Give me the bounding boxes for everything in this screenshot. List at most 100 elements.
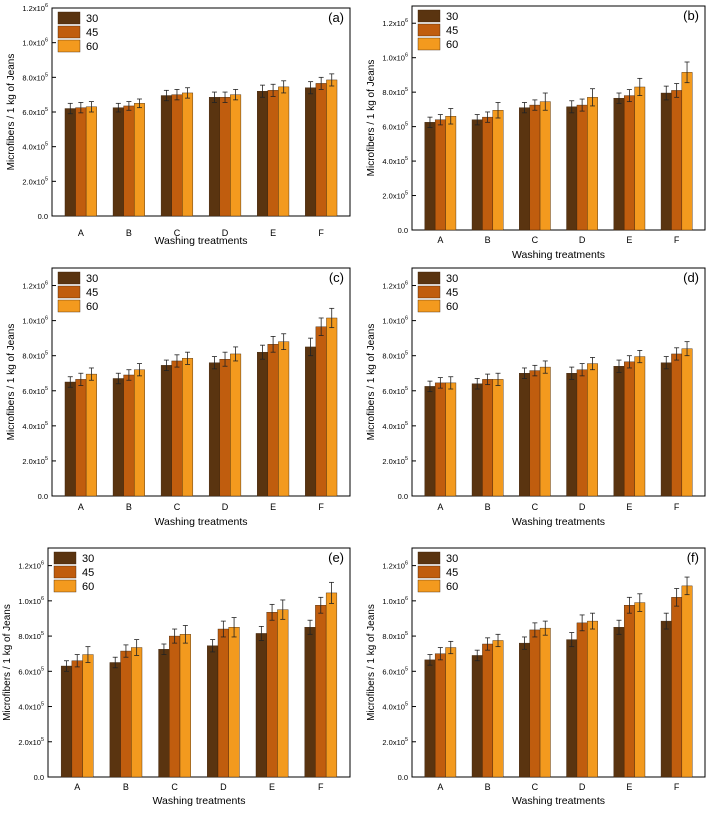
bar-s45-A	[75, 379, 87, 497]
bar-s45-F	[671, 597, 683, 778]
y-tick-mantissa: 2.0x10	[22, 177, 45, 186]
bar-s45-A	[434, 382, 446, 497]
y-tick-exponent: 5	[41, 702, 44, 708]
bar-s30-A	[60, 665, 73, 778]
bar-s45-C	[529, 104, 541, 231]
bar-s30-B	[109, 662, 121, 778]
y-tick-mantissa: 4.0x10	[22, 143, 45, 152]
y-tick-mantissa: 2.0x10	[382, 457, 405, 466]
bar-s30-F	[305, 87, 317, 217]
y-tick-label: 0.0	[398, 773, 408, 782]
bar-s30-E	[255, 633, 267, 778]
y-axis-title: Microfibers / 1 kg of Jeans	[366, 60, 377, 177]
bar-s30-B	[471, 119, 483, 231]
x-tick-label: F	[674, 502, 680, 512]
legend-swatch-45	[417, 565, 441, 579]
bar-s30-C	[160, 365, 172, 497]
y-tick-mantissa: 1.2x10	[22, 4, 45, 13]
bar-s45-A	[434, 119, 446, 231]
y-tick-exponent: 6	[405, 53, 408, 59]
chart-panel-1: 0.02.0x1054.0x1056.0x1058.0x1051.0x1061.…	[6, 3, 351, 247]
bar-s60-D	[230, 353, 242, 497]
legend-swatch-60	[417, 299, 441, 313]
bar-s45-E	[267, 344, 279, 497]
y-tick-mantissa: 8.0x10	[382, 352, 405, 361]
y-tick-mantissa: 0.0	[38, 212, 48, 221]
bar-s60-F	[681, 348, 693, 497]
y-tick-label: 0.0	[38, 492, 48, 501]
bar-s60-D	[587, 97, 598, 231]
bar-s60-D	[587, 620, 598, 778]
x-axis-title: Washing treatments	[512, 249, 605, 261]
bar-s45-C	[171, 94, 183, 217]
legend-swatch-30	[417, 551, 441, 565]
bar-s45-E	[623, 95, 635, 231]
panel-label: (b)	[683, 8, 699, 23]
bar-s45-B	[482, 643, 494, 778]
plot-frame	[51, 267, 351, 497]
y-tick-label: 1.0x106	[382, 53, 408, 63]
bar-s30-C	[158, 649, 170, 778]
bar-s45-C	[169, 635, 181, 778]
y-tick-mantissa: 8.0x10	[18, 632, 41, 641]
y-tick-mantissa: 8.0x10	[382, 88, 405, 97]
bar-s60-B	[133, 369, 145, 497]
y-tick-label: 8.0x105	[382, 351, 408, 361]
bar-s30-C	[160, 95, 172, 217]
x-tick-label: B	[485, 502, 491, 512]
y-tick-label: 0.0	[38, 212, 48, 221]
x-tick-label: A	[437, 235, 443, 245]
chart-panel-4: 0.02.0x1054.0x1056.0x1058.0x1051.0x1061.…	[366, 267, 706, 528]
bar-s60-A	[85, 106, 97, 217]
y-tick-exponent: 5	[405, 702, 408, 708]
bar-s45-D	[576, 622, 588, 778]
legend-label: 45	[446, 25, 458, 37]
y-tick-label: 4.0x105	[22, 421, 48, 431]
bar-s30-D	[208, 362, 220, 497]
x-tick-label: B	[126, 502, 132, 512]
legend-swatch-45	[53, 565, 77, 579]
bar-s60-F	[326, 79, 338, 217]
bar-s60-C	[539, 366, 551, 497]
legend-swatch-60	[417, 37, 441, 51]
bar-s60-A	[445, 116, 457, 231]
legend-swatch-30	[417, 9, 441, 23]
y-tick-exponent: 5	[45, 421, 48, 427]
y-tick-mantissa: 8.0x10	[382, 632, 405, 641]
y-tick-mantissa: 2.0x10	[382, 738, 405, 747]
y-tick-label: 4.0x105	[22, 142, 48, 152]
y-tick-mantissa: 8.0x10	[22, 352, 45, 361]
legend-label: 60	[446, 581, 458, 593]
x-tick-label: E	[269, 782, 275, 792]
bar-s60-B	[131, 647, 143, 778]
y-tick-label: 6.0x105	[382, 666, 408, 676]
legend-label: 30	[86, 13, 98, 25]
bar-s30-C	[519, 373, 530, 497]
bar-s45-F	[315, 326, 327, 497]
y-tick-mantissa: 4.0x10	[382, 157, 405, 166]
x-tick-label: E	[626, 502, 632, 512]
plot-frame	[411, 267, 706, 497]
legend-label: 45	[446, 287, 458, 299]
legend-label: 60	[86, 41, 98, 53]
legend-label: 30	[446, 11, 458, 23]
y-tick-exponent: 5	[45, 107, 48, 113]
y-tick-mantissa: 8.0x10	[22, 73, 45, 82]
bar-s60-D	[587, 363, 598, 497]
y-axis-title: Microfibers / 1 kg of Jeans	[366, 604, 377, 721]
x-tick-label: D	[579, 502, 586, 512]
legend-swatch-30	[53, 551, 77, 565]
y-tick-exponent: 5	[405, 122, 408, 128]
bar-s30-F	[305, 346, 317, 497]
legend-label: 60	[446, 301, 458, 313]
x-tick-label: C	[532, 782, 539, 792]
y-tick-label: 4.0x105	[382, 156, 408, 166]
y-tick-exponent: 5	[405, 666, 408, 672]
y-tick-mantissa: 0.0	[398, 226, 408, 235]
legend-swatch-60	[417, 579, 441, 593]
panel-label: (c)	[329, 270, 344, 285]
bar-s45-A	[75, 107, 87, 217]
bar-s30-A	[424, 386, 436, 497]
x-tick-label: C	[532, 235, 539, 245]
y-tick-mantissa: 1.2x10	[18, 562, 41, 571]
